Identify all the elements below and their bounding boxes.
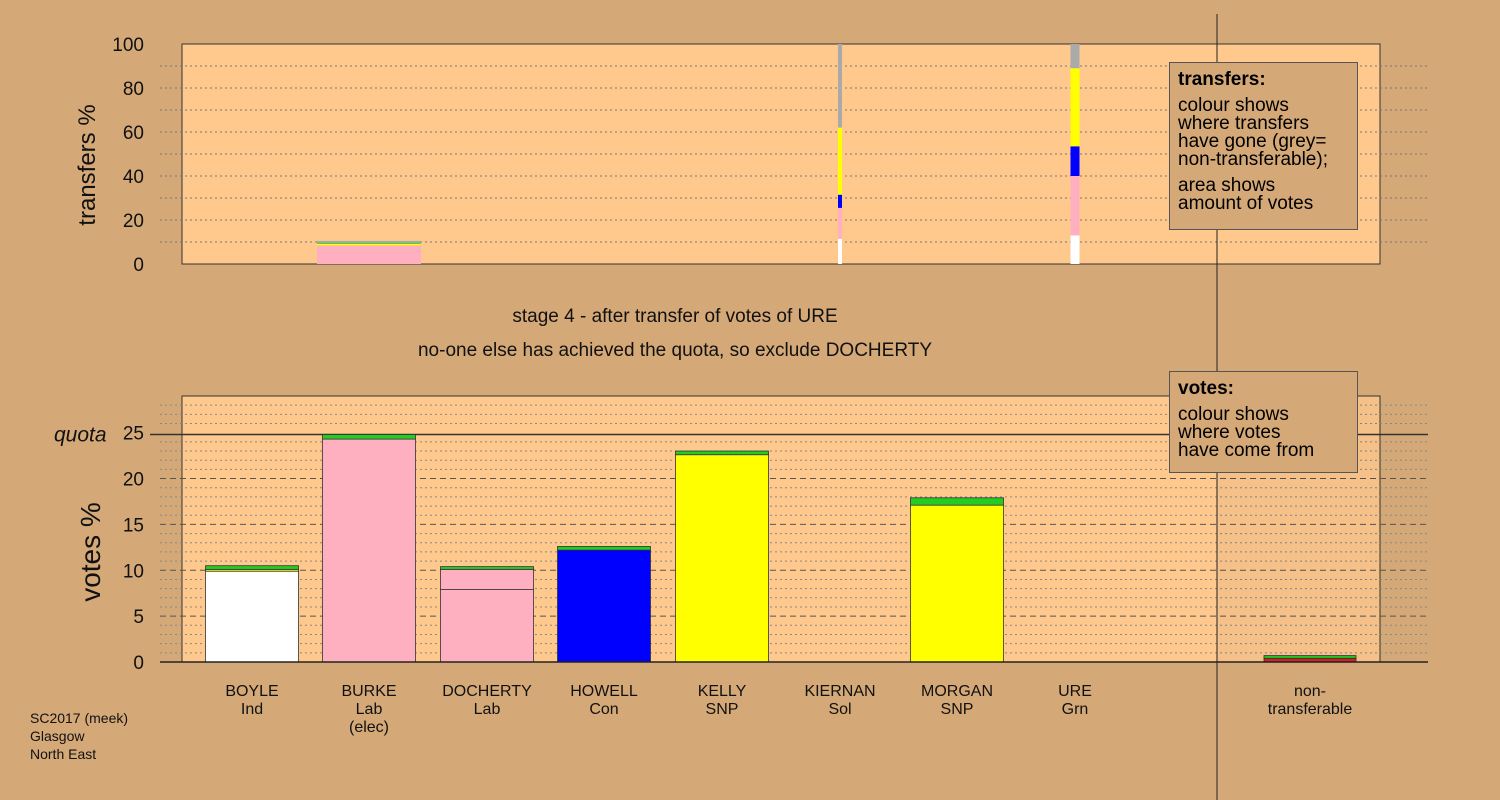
transfer-segment-ure xyxy=(1070,176,1080,236)
transfer-segment-kiernan xyxy=(838,127,842,195)
votes-tick-label: 15 xyxy=(123,515,144,536)
transfers-legend: transfers: colour shows where transfers … xyxy=(1169,62,1358,230)
votes-axis-label: votes % xyxy=(75,502,106,602)
candidate-name-label: KIERNAN xyxy=(804,683,875,700)
exclusion-caption: no-one else has achieved the quota, so e… xyxy=(417,340,932,361)
election-footer: SC2017 (meek) Glasgow North East xyxy=(30,709,128,763)
votes-tick-label: 25 xyxy=(123,424,144,445)
transfers-tick-label: 80 xyxy=(123,79,144,100)
transfer-segment-kiernan xyxy=(838,194,842,208)
votes-tick-label: 20 xyxy=(123,470,144,491)
transfer-segment-burke xyxy=(317,243,421,246)
footer-line: Glasgow xyxy=(30,728,85,744)
transfer-segment-ure xyxy=(1070,44,1080,69)
vote-segment-burke xyxy=(322,434,416,440)
footer-line: SC2017 (meek) xyxy=(30,710,129,726)
vote-segment-boyle xyxy=(205,570,299,663)
transfers-legend-line: amount of votes xyxy=(1178,193,1314,214)
transfers-tick-label: 40 xyxy=(123,167,144,188)
candidate-party-label: SNP xyxy=(706,701,739,718)
transfer-segment-kiernan xyxy=(838,207,842,239)
transfer-segment-burke xyxy=(317,245,421,264)
vote-segment-docherty xyxy=(440,589,534,663)
candidate-name-label: BOYLE xyxy=(225,683,278,700)
transfer-segment-ure xyxy=(1070,146,1080,176)
vote-segment-kelly xyxy=(675,454,769,663)
stage-caption: stage 4 - after transfer of votes of URE xyxy=(512,306,838,327)
vote-segment-morgan xyxy=(910,504,1004,663)
transfers-tick-label: 60 xyxy=(123,123,144,144)
votes-tick-label: 0 xyxy=(133,653,144,674)
vote-segment-kelly xyxy=(675,450,769,456)
candidate-party-label: Con xyxy=(589,701,618,718)
transfers-tick-label: 20 xyxy=(123,211,144,232)
vote-segment-docherty xyxy=(440,568,534,590)
candidate-name-label: KELLY xyxy=(698,683,747,700)
transfer-segment-ure xyxy=(1070,68,1080,147)
candidate-party-label: Lab xyxy=(474,701,501,718)
vote-segment-burke xyxy=(322,438,416,663)
votes-tick-label: 5 xyxy=(133,607,144,628)
transfers-legend-line: non-transferable); xyxy=(1178,149,1328,170)
vote-segment-non xyxy=(1263,655,1357,659)
votes-tick-label: 10 xyxy=(123,561,144,582)
vote-segment-howell xyxy=(557,549,651,663)
candidate-name-label: DOCHERTY xyxy=(442,683,532,700)
transfer-segment-ure xyxy=(1070,235,1080,264)
transfers-tick-label: 0 xyxy=(133,255,144,276)
candidate-party-label: Ind xyxy=(241,701,263,718)
vote-segment-howell xyxy=(557,546,651,551)
candidate-name-label: HOWELL xyxy=(570,683,638,700)
candidate-party-label: SNP xyxy=(941,701,974,718)
candidate-name-label: BURKE xyxy=(341,683,396,700)
candidate-party-label: Grn xyxy=(1062,701,1089,718)
transfer-segment-burke xyxy=(317,242,421,244)
candidate-status-label: (elec) xyxy=(349,719,389,736)
candidate-party-label: Sol xyxy=(828,701,851,718)
transfers-legend-line: where transfers xyxy=(1178,113,1309,134)
candidate-party-label: transferable xyxy=(1268,701,1353,718)
transfers-legend-line: colour shows xyxy=(1178,95,1289,116)
transfers-tick-label: 100 xyxy=(112,35,144,56)
footer-line: North East xyxy=(30,746,97,762)
transfers-legend-line: have gone (grey= xyxy=(1178,131,1327,152)
vote-segment-morgan xyxy=(910,497,1004,506)
votes-legend-line: where votes xyxy=(1178,422,1281,443)
transfers-legend-line: area shows xyxy=(1178,175,1276,196)
transfer-segment-kiernan xyxy=(838,44,842,128)
votes-legend-line: colour shows xyxy=(1178,404,1289,425)
candidate-name-label: MORGAN xyxy=(921,683,993,700)
transfers-legend-title: transfers: xyxy=(1178,69,1266,90)
votes-legend-title: votes: xyxy=(1178,378,1234,399)
votes-legend: votes: colour shows where votes have com… xyxy=(1169,371,1358,473)
transfers-axis-label: transfers % xyxy=(74,104,101,225)
vote-segment-docherty xyxy=(440,566,534,570)
quota-label: quota xyxy=(54,424,107,447)
votes-legend-line: have come from xyxy=(1178,440,1315,461)
transfer-segment-kiernan xyxy=(838,238,842,264)
candidate-name-label: URE xyxy=(1058,683,1092,700)
candidate-party-label: Lab xyxy=(356,701,383,718)
candidate-name-label: non- xyxy=(1294,683,1326,700)
vote-segment-boyle xyxy=(205,565,299,570)
transfer-segment-burke xyxy=(317,240,421,243)
